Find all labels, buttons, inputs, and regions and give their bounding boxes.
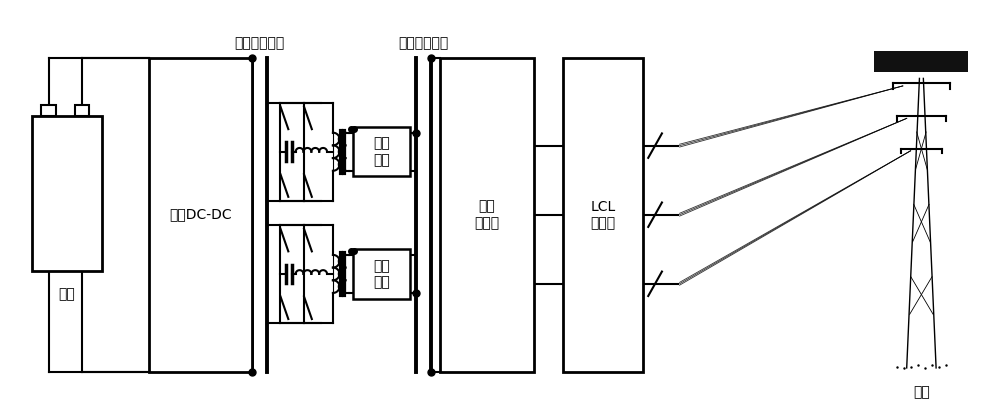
Bar: [75, 105, 89, 116]
Text: 电网: 电网: [913, 385, 930, 399]
Bar: [874, 51, 968, 72]
Text: 整流
网络: 整流 网络: [373, 136, 390, 167]
Text: 后级直流母线: 后级直流母线: [398, 36, 448, 50]
Bar: [41, 105, 56, 116]
Bar: [32, 116, 102, 271]
Text: 双向DC-DC: 双向DC-DC: [169, 208, 232, 222]
Bar: [353, 249, 410, 299]
Text: 前级直流母线: 前级直流母线: [234, 36, 285, 50]
Bar: [353, 127, 410, 176]
Bar: [563, 58, 643, 372]
Text: 三相
逆变器: 三相 逆变器: [474, 200, 500, 230]
Bar: [149, 58, 252, 372]
Text: 储能: 储能: [58, 287, 75, 301]
Text: LCL
滤波器: LCL 滤波器: [591, 200, 616, 230]
Text: 整流
网络: 整流 网络: [373, 259, 390, 289]
Bar: [440, 58, 534, 372]
